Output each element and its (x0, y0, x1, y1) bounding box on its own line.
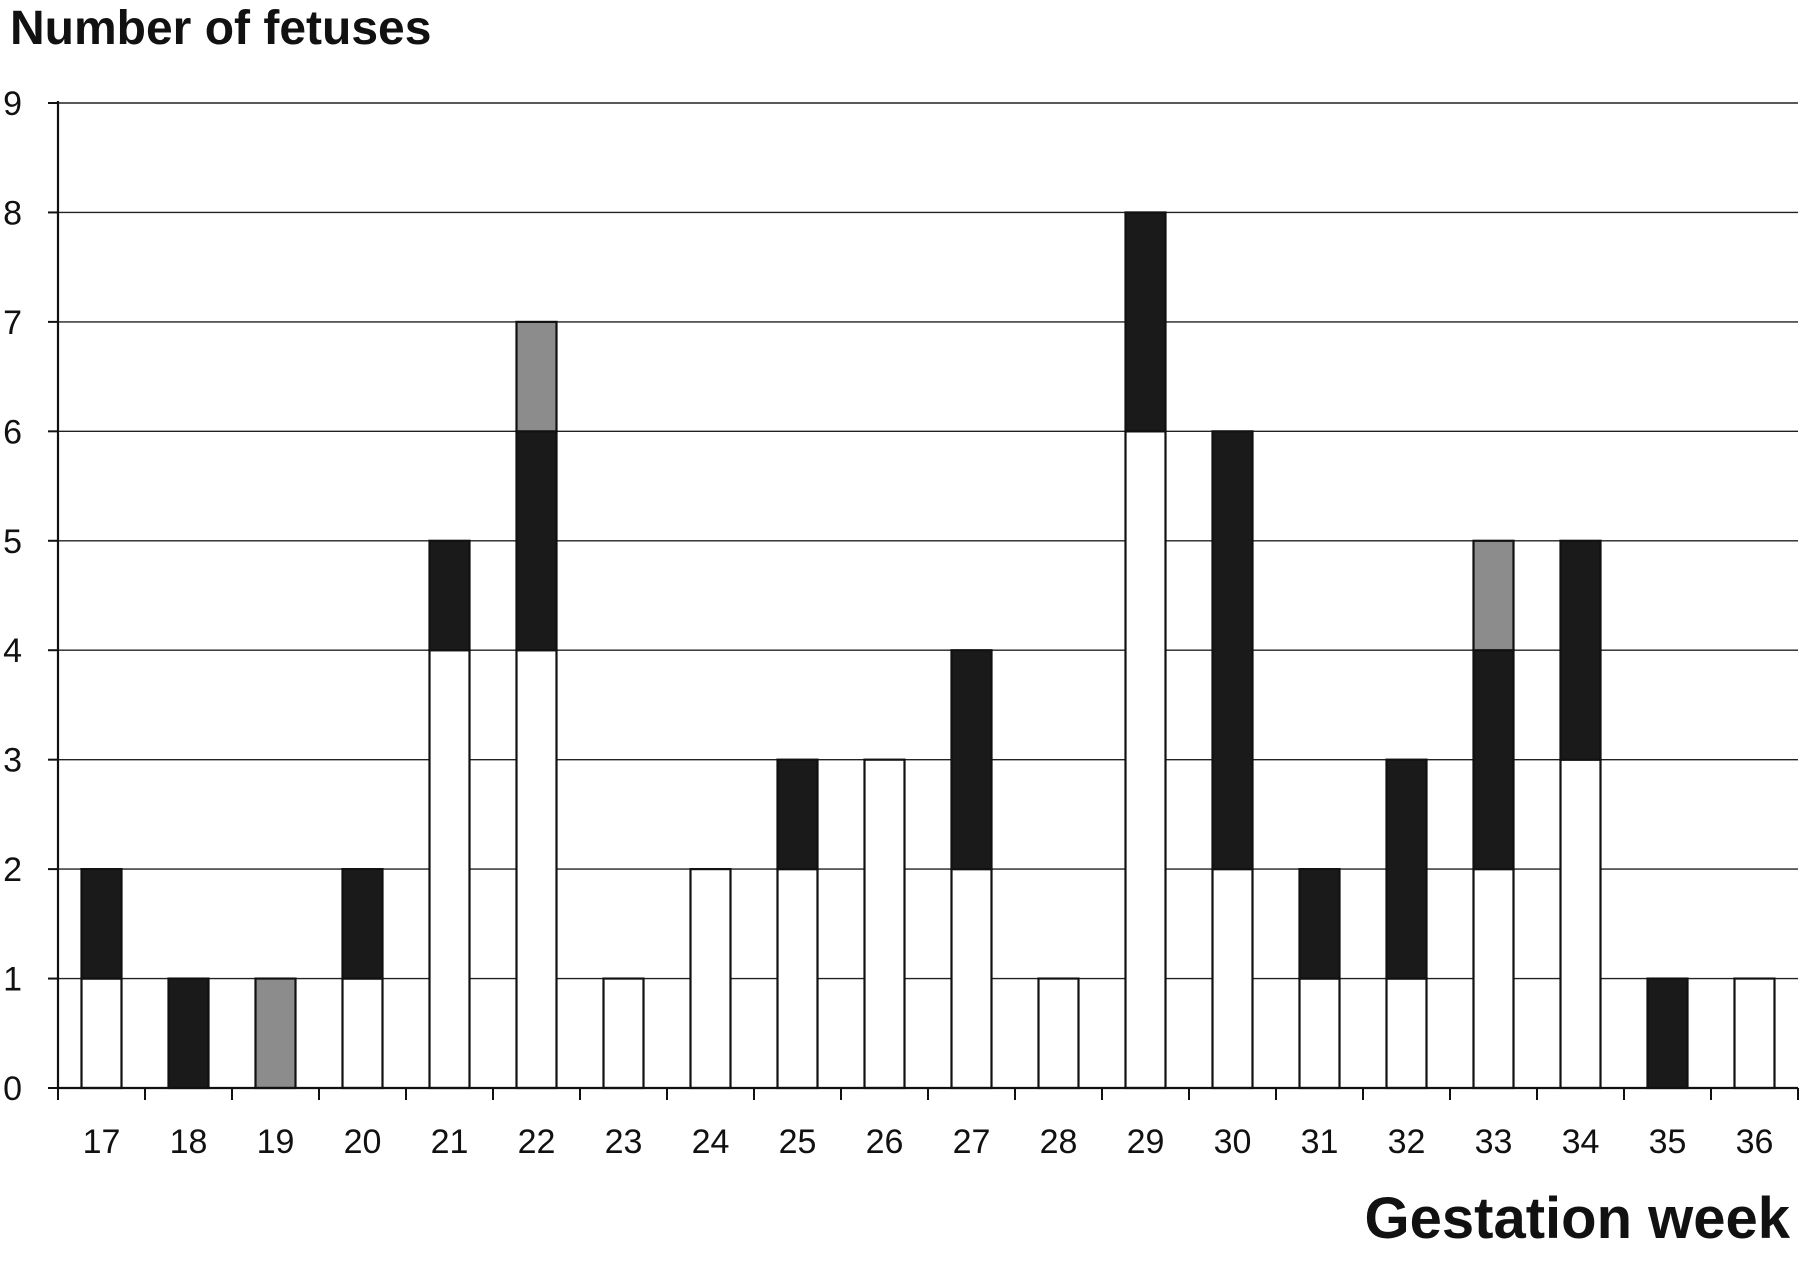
axes (48, 101, 1799, 1100)
bar-segment (1124, 430, 1167, 1090)
y-tick-labels: 0 1 2 3 4 5 6 7 8 9 (3, 85, 22, 1108)
y-tick-label: 0 (3, 1070, 22, 1108)
bar-segment (863, 758, 906, 1090)
x-tick-label: 33 (1475, 1123, 1513, 1161)
y-tick-label: 6 (3, 413, 22, 451)
x-tick-label: 17 (83, 1123, 121, 1161)
x-tick-label: 36 (1736, 1123, 1774, 1161)
y-tick-label: 3 (3, 742, 22, 780)
bar-segment (602, 977, 645, 1090)
y-tick-label: 4 (3, 632, 22, 670)
y-tick-label: 9 (3, 85, 22, 123)
bar-segment (1646, 977, 1689, 1090)
x-tick-label: 26 (866, 1123, 904, 1161)
x-tick-label: 19 (257, 1123, 295, 1161)
x-tick-labels: 17 18 19 20 21 22 23 24 25 26 27 28 29 30 31 32 33 34 35 36 (83, 1123, 1774, 1161)
bar-segment (950, 649, 993, 871)
bar-segment (80, 868, 123, 980)
bar-segment (167, 977, 210, 1090)
bar-segment (1298, 868, 1341, 980)
bar-segment (1472, 649, 1515, 871)
x-tick-label: 35 (1649, 1123, 1687, 1161)
bar-segment (1385, 977, 1428, 1090)
bar-segment (1298, 977, 1341, 1090)
bar-segment (80, 977, 123, 1090)
x-tick-label: 18 (170, 1123, 208, 1161)
x-tick-label: 29 (1127, 1123, 1165, 1161)
bar-segment (1472, 539, 1515, 652)
y-tick-label: 1 (3, 961, 22, 999)
bar-segment (1211, 868, 1254, 1090)
y-tick-label: 5 (3, 523, 22, 561)
bar-segment (1124, 211, 1167, 433)
bar-segment (515, 320, 558, 433)
x-axis-title: Gestation week (1365, 1186, 1791, 1251)
x-tick-label: 24 (692, 1123, 730, 1161)
y-tick-label: 8 (3, 194, 22, 232)
bar-segment (341, 868, 384, 980)
x-tick-label: 31 (1301, 1123, 1339, 1161)
x-tick-label: 30 (1214, 1123, 1252, 1161)
bar-segment (950, 868, 993, 1090)
y-tick-label: 7 (3, 304, 22, 342)
bar-segment (428, 649, 471, 1090)
bar-segment (1385, 758, 1428, 980)
bar-segment (515, 649, 558, 1090)
bar-segment (1211, 430, 1254, 871)
x-tick-label: 20 (344, 1123, 382, 1161)
bar-segment (1559, 758, 1602, 1090)
bar-segment (428, 539, 471, 652)
bar-segment (515, 430, 558, 652)
x-tick-label: 27 (953, 1123, 991, 1161)
bar-segment (341, 977, 384, 1090)
x-tick-label: 23 (605, 1123, 643, 1161)
y-axis-title: Number of fetuses (10, 2, 431, 55)
x-tick-label: 21 (431, 1123, 469, 1161)
bar-segment (776, 868, 819, 1090)
x-tick-label: 28 (1040, 1123, 1078, 1161)
x-tick-label: 22 (518, 1123, 556, 1161)
x-tick-label: 34 (1562, 1123, 1600, 1161)
bars (80, 211, 1776, 1090)
bar-segment (776, 758, 819, 871)
bar-segment (1733, 977, 1776, 1090)
x-tick-label: 32 (1388, 1123, 1426, 1161)
bar-segment (1037, 977, 1080, 1090)
y-tick-label: 2 (3, 851, 22, 889)
x-tick-label: 25 (779, 1123, 817, 1161)
gridlines (58, 102, 1798, 980)
bar-segment (1559, 539, 1602, 761)
bar-segment (1472, 868, 1515, 1090)
bar-segment (689, 868, 732, 1090)
bar-segment (254, 977, 297, 1090)
